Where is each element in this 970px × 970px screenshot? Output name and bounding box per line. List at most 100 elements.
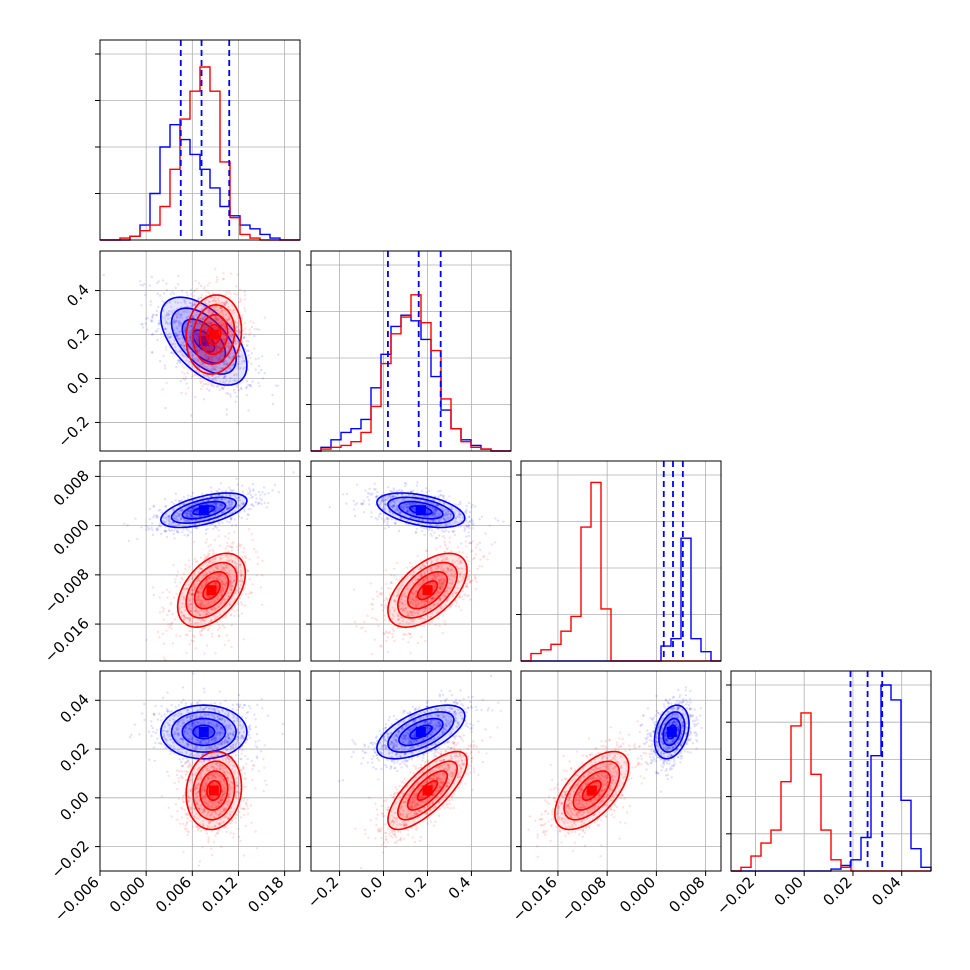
sample-point [217,578,220,582]
sample-point [161,591,164,594]
sample-point [194,523,197,526]
sample-point [218,613,222,616]
sample-point [191,314,195,318]
sample-point [210,309,214,313]
sample-point [222,588,225,591]
sample-point [222,562,226,566]
sample-point [183,372,186,376]
sample-point [224,309,227,312]
sample-point [218,347,222,350]
sample-point [199,304,203,307]
sample-point [402,637,405,641]
sample-point [208,307,211,310]
sample-point [478,565,481,568]
sample-point [220,586,224,589]
sample-point [273,483,277,487]
sample-point [230,502,234,505]
sample-point [187,605,190,609]
sample-point [156,528,160,531]
sample-point [213,316,217,319]
sample-point [180,509,183,512]
sample-point [205,365,208,369]
sample-point [205,314,208,317]
sample-point [183,298,186,302]
sample-point [227,592,230,595]
sample-point [221,350,224,353]
sample-point [236,558,239,561]
sample-point [215,582,219,585]
sample-point [474,553,477,556]
sample-point [230,585,233,588]
sample-point [229,336,232,339]
sample-point [217,535,220,538]
sample-point [207,347,210,350]
sample-point [225,301,228,304]
sample-point [211,318,215,321]
sample-point [229,580,232,583]
sample-point [200,350,204,354]
sample-point [202,373,206,376]
sample-point [234,591,237,595]
scatter-panel-1-2 [310,460,512,662]
sample-point [195,335,199,339]
sample-point [384,569,388,572]
sample-point [229,376,232,380]
sample-point [263,501,266,505]
sample-point [214,652,217,655]
sample-point [221,333,224,336]
sample-point [206,358,209,361]
sample-point [222,277,226,281]
sample-point [465,545,468,548]
sample-point [427,528,430,532]
sample-point [254,493,257,496]
sample-point [237,515,241,518]
sample-point [226,520,229,523]
sample-point [191,593,195,596]
sample-point [198,566,202,570]
sample-point [241,501,245,504]
sample-point [201,575,204,578]
sample-point [189,293,193,296]
sample-point [236,341,240,344]
sample-point [227,290,231,293]
sample-point [227,507,231,510]
sample-point [204,302,207,306]
sample-point [165,321,169,324]
sample-point [216,578,219,581]
sample-point [199,361,202,364]
sample-point [201,329,204,332]
sample-point [261,491,264,494]
sample-point [274,384,278,387]
sample-point [215,607,218,610]
sample-point [172,292,176,296]
sample-point [195,502,199,505]
sample-point [195,301,198,304]
sample-point [203,353,207,356]
sample-point [227,532,230,535]
sample-point [225,571,229,575]
sample-point [228,503,232,506]
sample-point [197,299,200,302]
sample-point [220,599,224,602]
sample-point [473,575,477,578]
sample-point [180,349,183,352]
sample-point [221,583,224,586]
sample-point [205,538,209,541]
sample-point [209,570,212,574]
sample-point [189,514,193,517]
sample-point [187,529,190,532]
sample-point [199,350,202,353]
sample-point [228,322,231,325]
sample-point [203,627,206,630]
sample-point [209,495,213,498]
sample-point [215,379,218,382]
sample-point [157,327,160,331]
sample-point [185,513,188,516]
sample-point [204,335,207,339]
sample-point [202,287,206,291]
sample-point [187,511,191,514]
sample-point [157,524,161,528]
sample-point [237,329,240,332]
sample-point [196,598,199,602]
sample-point [200,496,203,500]
